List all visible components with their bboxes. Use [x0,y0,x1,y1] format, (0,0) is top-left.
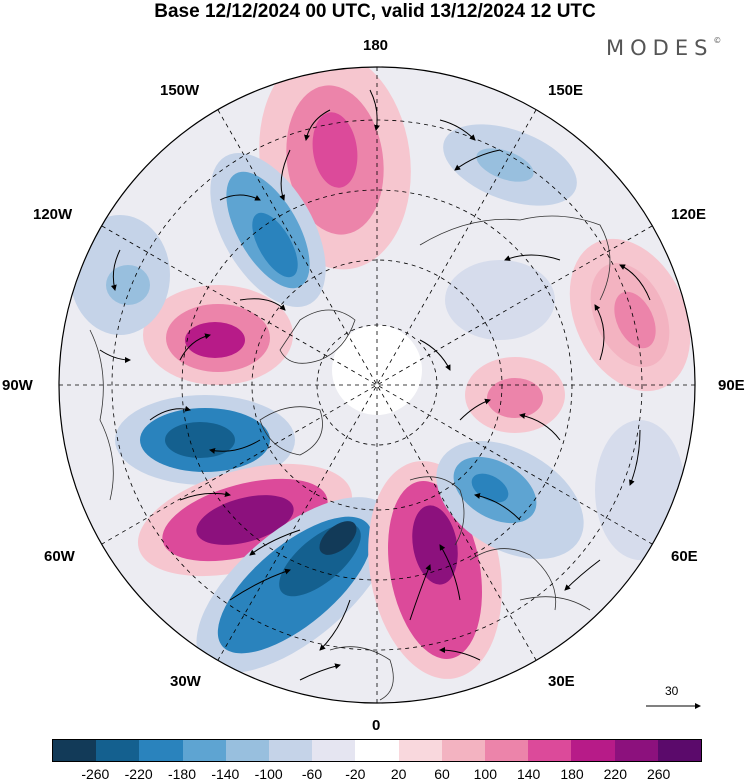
colorbar-tick-label: 220 [603,766,628,782]
colorbar-tick-label: -180 [167,766,197,782]
colorbar [52,739,702,762]
colorbar-tick-label: 140 [516,766,541,782]
map-border [58,66,696,704]
colorbar-tick-label: 180 [560,766,584,782]
colorbar-tick-label: -60 [301,766,323,782]
colorbar-tick-label: -20 [345,766,366,782]
wind-vectors [99,89,651,681]
colorbar-tick-label: 260 [646,766,671,782]
lon-label-30e: 30E [548,673,575,690]
lon-label-90e: 90E [718,377,745,394]
reference-vector-label: 30 [665,684,679,698]
colorbar-tick-label: -260 [81,766,110,782]
colorbar-swatch [571,740,615,761]
brand-logo: MODES© [606,36,722,60]
colorbar-swatch [528,740,572,761]
colorbar-swatch [657,740,702,761]
colorbar-tick-label: 20 [390,766,407,782]
colorbar-swatch [312,740,356,761]
height-anomaly-field [70,67,691,679]
colorbar-swatch [225,740,270,761]
colorbar-swatch [441,740,486,761]
lon-label-60e: 60E [671,548,698,565]
map-title: Base 12/12/2024 00 UTC, valid 13/12/2024… [154,1,596,22]
colorbar-tick-label: -140 [211,766,240,782]
colorbar-swatch [53,740,97,761]
lon-label-60w: 60W [44,548,75,565]
colorbar-swatch [485,740,529,761]
lon-label-90w: 90W [2,377,33,394]
lon-label-120e: 120E [671,206,707,223]
coastlines [89,215,611,701]
lon-label-0: 0 [372,717,381,734]
colorbar-tick-label: -220 [124,766,153,782]
colorbar-tick-label: 60 [434,766,450,782]
lon-label-120w: 120W [33,206,73,223]
lon-label-180: 180 [363,37,389,54]
graticule [59,67,695,703]
colorbar-swatch [355,740,399,761]
lon-label-150w: 150W [160,82,200,99]
colorbar-swatch [398,740,442,761]
colorbar-swatch [269,740,313,761]
colorbar-swatch [96,740,140,761]
lon-label-30w: 30W [170,673,201,690]
colorbar-tick-label: 100 [473,766,498,782]
lon-label-150e: 150E [548,82,584,99]
colorbar-swatch [614,740,658,761]
colorbar-tick-label: -100 [254,766,283,782]
colorbar-swatch [139,740,183,761]
colorbar-swatch [182,740,226,761]
